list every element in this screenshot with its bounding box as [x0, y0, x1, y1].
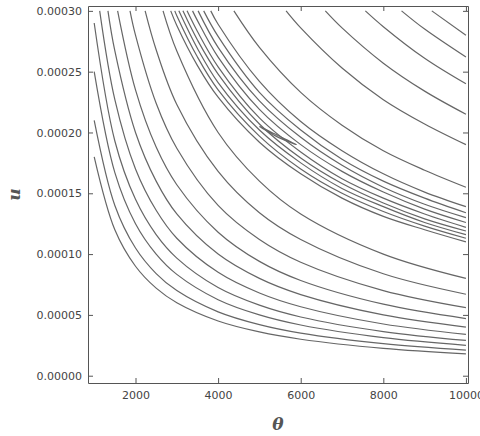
tick-mark [383, 6, 384, 11]
tick-mark [466, 6, 467, 11]
tick-mark [463, 72, 468, 73]
tick: 0.00030 [37, 5, 94, 18]
tick: 2000 [122, 378, 150, 402]
tick [463, 193, 468, 194]
tick [301, 6, 302, 11]
x-axis-top [89, 6, 469, 11]
tick-mark [88, 132, 93, 133]
tick-mark [463, 315, 468, 316]
axis-line [89, 383, 469, 384]
tick-mark [88, 72, 93, 73]
tick-label: 10000 [449, 389, 480, 402]
tick-mark [463, 254, 468, 255]
tick-label: 8000 [370, 389, 398, 402]
tick-mark [136, 6, 137, 11]
y-axis: 0.00000 0.00005 0.00010 0.00015 0.00020 0.000… [37, 5, 94, 384]
tick: 6000 [287, 378, 315, 402]
contour-line [108, 11, 466, 327]
tick: 0.00000 [37, 370, 94, 383]
contour-line [432, 11, 466, 35]
axis-line [468, 7, 469, 384]
tick-label: 0.00010 [37, 248, 83, 261]
tick-label: 0.00000 [37, 370, 83, 383]
tick-mark [383, 378, 384, 383]
tick-mark [463, 11, 468, 12]
contour-line [204, 11, 466, 213]
tick-label: 0.00025 [37, 66, 83, 79]
tick: 4000 [205, 378, 233, 402]
contour-line [198, 11, 466, 218]
tick: 0.00015 [37, 187, 94, 200]
tick [463, 315, 468, 316]
tick [218, 6, 219, 11]
axis-line [89, 6, 469, 7]
axis-line [88, 7, 89, 384]
contour-line [402, 11, 466, 57]
tick-label: 2000 [122, 389, 150, 402]
tick-label: 0.00015 [37, 187, 83, 200]
contour-line [179, 11, 466, 235]
contour-line [193, 11, 466, 223]
tick [383, 6, 384, 11]
y-axis-right [463, 7, 469, 384]
contour-line [365, 11, 466, 84]
contour-line [259, 126, 296, 144]
contour-line [286, 11, 466, 145]
x-axis: 2000 4000 6000 8000 10000 [89, 378, 480, 402]
contour-line [187, 11, 466, 227]
tick-mark [136, 378, 137, 383]
tick-mark [463, 376, 468, 377]
contour-line [325, 11, 466, 114]
tick-mark [301, 378, 302, 383]
tick: 10000 [449, 378, 480, 402]
tick-mark [88, 376, 93, 377]
contour-line [183, 11, 466, 231]
tick-mark [466, 378, 467, 383]
contour-line [145, 11, 466, 294]
y-axis-title: u [4, 188, 24, 200]
contour-line [211, 11, 466, 207]
tick-mark [463, 132, 468, 133]
tick [463, 72, 468, 73]
contours [94, 11, 466, 354]
contour-line [171, 11, 466, 242]
tick [466, 6, 467, 11]
tick-mark [463, 193, 468, 194]
tick-label: 6000 [287, 389, 315, 402]
tick [463, 132, 468, 133]
tick: 0.00025 [37, 66, 94, 79]
contour-line [118, 11, 466, 319]
tick: 8000 [370, 378, 398, 402]
contour-line [94, 120, 466, 350]
tick [136, 6, 137, 11]
tick: 0.00005 [37, 309, 94, 322]
contour-line [130, 11, 466, 308]
tick-mark [88, 315, 93, 316]
contour-line [163, 11, 466, 279]
plot: 2000400060008000100000.000000.000050.000… [37, 5, 480, 402]
contour-line [100, 11, 466, 334]
tick-label: 4000 [205, 389, 233, 402]
tick: 0.00020 [37, 126, 94, 139]
tick-mark [218, 6, 219, 11]
tick-label: 0.00030 [37, 5, 83, 18]
tick-label: 0.00005 [37, 309, 83, 322]
tick [463, 254, 468, 255]
tick [463, 376, 468, 377]
x-axis-title: θ [272, 414, 284, 434]
tick-mark [88, 254, 93, 255]
contour-line [175, 11, 466, 238]
tick-mark [88, 193, 93, 194]
tick-mark [301, 6, 302, 11]
chart: 2000400060008000100000.000000.000050.000… [0, 0, 480, 436]
tick [463, 11, 468, 12]
contour-line [234, 11, 466, 187]
tick: 0.00010 [37, 248, 94, 261]
tick-mark [88, 11, 93, 12]
tick-label: 0.00020 [37, 126, 83, 139]
tick-mark [218, 378, 219, 383]
